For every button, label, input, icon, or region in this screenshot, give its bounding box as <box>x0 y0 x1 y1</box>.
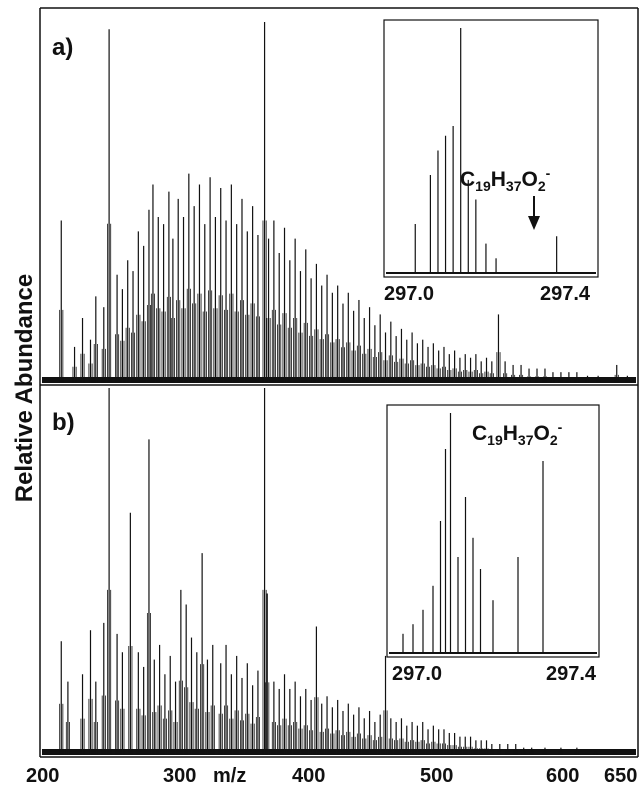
x-tick-600: 600 <box>546 765 579 787</box>
x-tick-650: 650 <box>604 765 637 787</box>
panel-a-inset-arrow-head <box>528 216 540 230</box>
panel-b-inset-peaks <box>389 413 597 654</box>
panel-b-inset-tick-right: 297.4 <box>546 663 597 685</box>
y-axis-label: Relative Abundance <box>11 274 38 503</box>
panel-b-spectrum <box>42 388 636 755</box>
panel-b-label: b) <box>52 409 75 436</box>
panel-a-inset-formula: C19H37O2- <box>460 165 551 194</box>
x-tick-400: 400 <box>292 765 325 787</box>
panel-a-inset-tick-right: 297.4 <box>540 283 591 305</box>
panel-b-inset-formula: C19H37O2- <box>472 419 563 448</box>
x-tick-300: 300 <box>163 765 196 787</box>
x-tick-500: 500 <box>420 765 453 787</box>
x-tick-200: 200 <box>26 765 59 787</box>
x-axis-label: m/z <box>213 765 246 787</box>
panel-a-inset-frame <box>383 19 599 278</box>
panel-a-inset-peaks <box>386 28 596 274</box>
panel-b-inset-tick-left: 297.0 <box>392 663 442 685</box>
panel-a-label: a) <box>52 34 73 61</box>
panel-a-inset-tick-left: 297.0 <box>384 283 434 305</box>
panel-a-spectrum <box>42 22 636 383</box>
